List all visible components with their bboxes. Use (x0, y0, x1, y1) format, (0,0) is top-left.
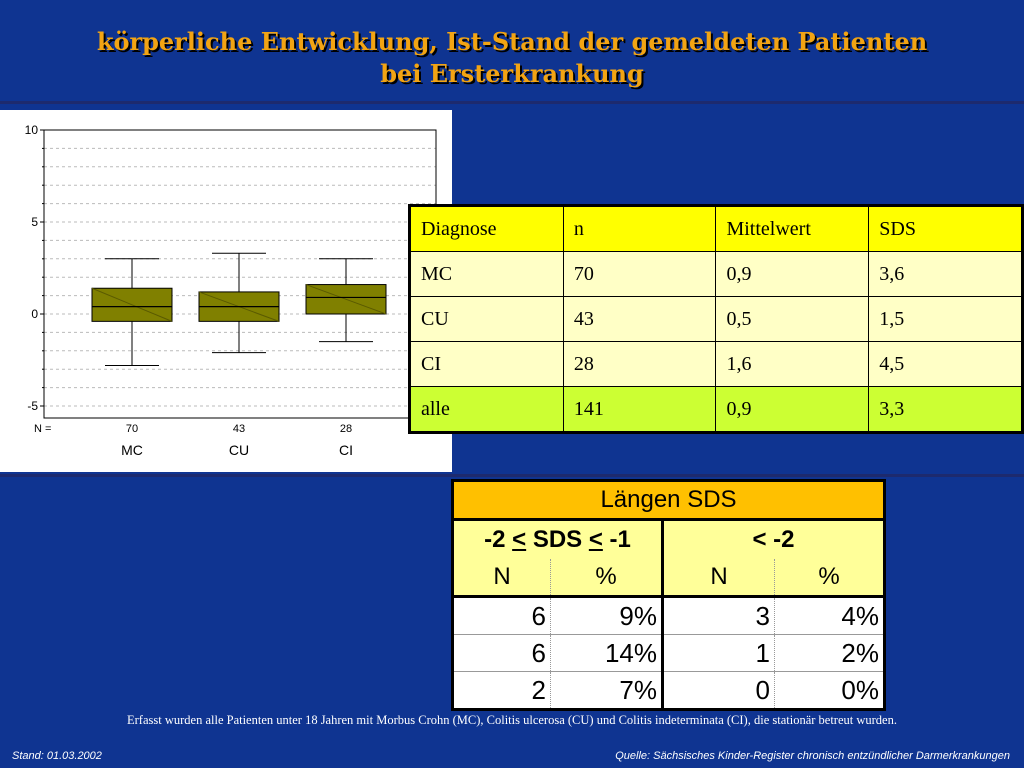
y-tick-label: -5 (27, 399, 38, 413)
divider (0, 474, 1024, 477)
table-row: CU 43 0,5 1,5 (409, 296, 1023, 342)
table-row: 6 9% 3 4% (452, 596, 885, 635)
stats-cell: CI (409, 341, 564, 387)
box-hatch (91, 287, 173, 322)
sds-group-row: -2 < SDS < -1 < -2 (452, 519, 885, 559)
n-label: N = (34, 423, 51, 435)
group1-le-1: < (512, 526, 527, 553)
stats-header-cell: Diagnose (409, 205, 564, 252)
y-tick-label: 0 (31, 307, 38, 321)
table-row: CI 28 1,6 4,5 (409, 341, 1023, 387)
n-value: 70 (126, 423, 138, 435)
title-line-2: bei Ersterkrankung (380, 59, 644, 88)
sds-cell: 2% (774, 634, 885, 672)
stats-cell: MC (409, 251, 564, 297)
stats-cell: 0,5 (715, 296, 870, 342)
stats-header-cell: SDS (868, 205, 1023, 252)
stats-cell: alle (409, 386, 564, 433)
sds-cell: 0% (774, 671, 885, 710)
sds-cell: 9% (550, 596, 664, 635)
stats-cell: 4,5 (868, 341, 1023, 387)
stats-cell: 3,3 (868, 386, 1023, 433)
sds-sub-cell: N (452, 559, 551, 598)
slide-title: körperliche Entwicklung, Ist-Stand der g… (0, 26, 1024, 90)
stats-cell: 3,6 (868, 251, 1023, 297)
stats-cell: 43 (562, 296, 717, 342)
stats-cell: 70 (562, 251, 717, 297)
x-category-label: CU (229, 442, 249, 458)
stats-header-row: Diagnose n Mittelwert SDS (409, 205, 1023, 252)
plot-frame (43, 129, 437, 419)
stats-cell: 28 (562, 341, 717, 387)
sds-table: Längen SDS -2 < SDS < -1 < -2 N % N % 6 … (451, 479, 886, 711)
sds-group-2: < -2 (662, 519, 885, 559)
box-ci (305, 258, 387, 343)
boxplot-panel: 10 5 0 -5 N = 70 MC 43 CU 28 CI (0, 110, 452, 472)
date-label: Stand: 01.03.2002 (12, 750, 102, 762)
footnote: Erfasst wurden alle Patienten unter 18 J… (127, 713, 897, 727)
sds-sub-cell: % (550, 559, 664, 598)
sds-cell: 7% (550, 671, 664, 710)
stats-cell: 1,6 (715, 341, 870, 387)
sds-cell: 6 (452, 596, 551, 635)
box-hatch (305, 284, 387, 315)
sds-sub-row: N % N % (452, 559, 885, 598)
sds-title: Längen SDS (452, 480, 885, 521)
group1-part-c: -1 (602, 526, 631, 553)
box-cu (198, 252, 280, 354)
source-label: Quelle: Sächsisches Kinder-Register chro… (615, 750, 1010, 762)
sds-sub-cell: N (662, 559, 775, 598)
table-row: 2 7% 0 0% (452, 671, 885, 710)
sds-cell: 2 (452, 671, 551, 710)
stats-cell: 0,9 (715, 251, 870, 297)
stats-table: Diagnose n Mittelwert SDS MC 70 0,9 3,6 … (408, 204, 1024, 434)
sds-cell: 0 (662, 671, 775, 710)
stats-header-cell: Mittelwert (715, 205, 870, 252)
sds-group-1: -2 < SDS < -1 (452, 519, 664, 559)
stats-cell: 141 (562, 386, 717, 433)
group1-part-b: SDS (526, 526, 589, 553)
stats-cell: 0,9 (715, 386, 870, 433)
table-row: MC 70 0,9 3,6 (409, 251, 1023, 297)
y-tick-label: 10 (25, 123, 39, 137)
stats-total-row: alle 141 0,9 3,3 (409, 386, 1023, 433)
sds-cell: 14% (550, 634, 664, 672)
stats-cell: CU (409, 296, 564, 342)
stats-header-cell: n (562, 205, 717, 252)
boxplot-chart: 10 5 0 -5 N = 70 MC 43 CU 28 CI (25, 123, 437, 458)
sds-cell: 4% (774, 596, 885, 635)
box-mc (91, 258, 173, 367)
n-value: 28 (340, 423, 352, 435)
n-value: 43 (233, 423, 245, 435)
sds-sub-cell: % (774, 559, 885, 598)
x-category-label: MC (121, 442, 143, 458)
stats-cell: 1,5 (868, 296, 1023, 342)
table-row: 6 14% 1 2% (452, 634, 885, 672)
group1-le-2: < (588, 526, 603, 553)
sds-cell: 1 (662, 634, 775, 672)
x-category-label: CI (339, 442, 353, 458)
group1-part-a: -2 (484, 526, 513, 553)
title-line-1: körperliche Entwicklung, Ist-Stand der g… (96, 27, 928, 56)
sds-cell: 3 (662, 596, 775, 635)
sds-title-row: Längen SDS (452, 480, 885, 521)
divider (0, 101, 1024, 104)
sds-cell: 6 (452, 634, 551, 672)
y-tick-label: 5 (31, 215, 38, 229)
